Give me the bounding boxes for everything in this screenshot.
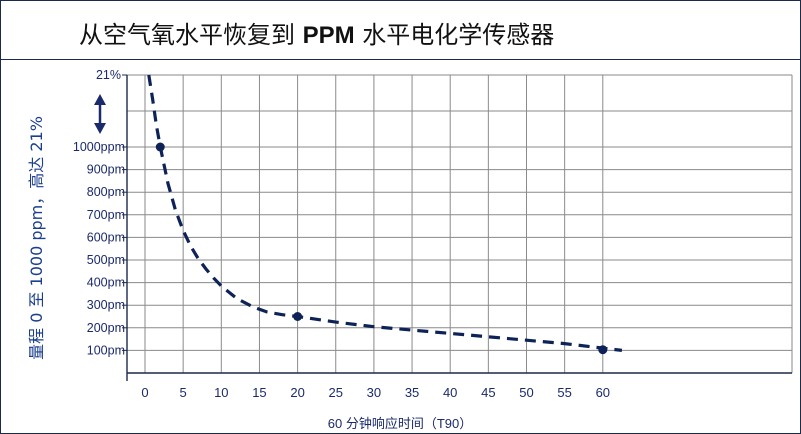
x-tick-label: 15 — [252, 385, 266, 400]
y-tick-label: 500pm — [87, 253, 125, 267]
data-point-marker — [598, 345, 608, 355]
y-tick-label: 400pm — [87, 276, 125, 290]
x-tick-label: 0 — [141, 385, 148, 400]
y-tick-label: 600pm — [87, 230, 125, 244]
y-tick-label: 800pm — [87, 185, 125, 199]
x-tick-labels: 0 5 10 15 20 25 30 35 40 45 50 55 60 — [141, 385, 610, 400]
y-top-label: 21% — [96, 68, 121, 82]
x-tick-label: 40 — [443, 385, 457, 400]
double-arrow-icon — [94, 94, 106, 134]
y-tick-label: 700pm — [87, 208, 125, 222]
y-tick-label: 200pm — [87, 321, 125, 335]
x-tick-label: 10 — [214, 385, 228, 400]
x-tick-label: 45 — [481, 385, 495, 400]
markers-group — [155, 142, 608, 355]
y-tick-label: 1000ppm — [73, 140, 125, 154]
grid — [127, 74, 793, 373]
x-tick-label: 35 — [405, 385, 419, 400]
y-axis-label: 量程 0 至 1000 ppm，高达 21% — [27, 116, 46, 360]
x-axis-label: 60 分钟响应时间（T90） — [328, 416, 472, 431]
y-tick-label: 300pm — [87, 298, 125, 312]
arrow-head-down — [94, 123, 106, 134]
x-tick-label: 20 — [290, 385, 304, 400]
chart-title: 从空气氧水平恢复到 PPM 水平电化学传感器 — [79, 21, 555, 49]
series-group — [147, 74, 623, 352]
x-tick-label: 25 — [329, 385, 343, 400]
data-point-marker — [155, 142, 165, 152]
arrow-head-up — [94, 94, 106, 105]
x-tick-label: 50 — [519, 385, 533, 400]
x-tick-label: 5 — [180, 385, 187, 400]
x-tick-label: 30 — [367, 385, 381, 400]
title-bar: 从空气氧水平恢复到 PPM 水平电化学传感器 — [1, 1, 800, 60]
x-tick-label: 55 — [557, 385, 571, 400]
series-line — [147, 74, 623, 352]
axes — [122, 74, 792, 381]
y-tick-labels: 100pm 200pm 300pm 400pm 500pm 600pm 700pm 800pm… — [73, 140, 125, 357]
y-tick-label: 900pm — [87, 163, 125, 177]
data-point-marker — [293, 312, 303, 321]
y-tick-label: 100pm — [87, 343, 125, 357]
x-tick-label: 60 — [596, 385, 610, 400]
